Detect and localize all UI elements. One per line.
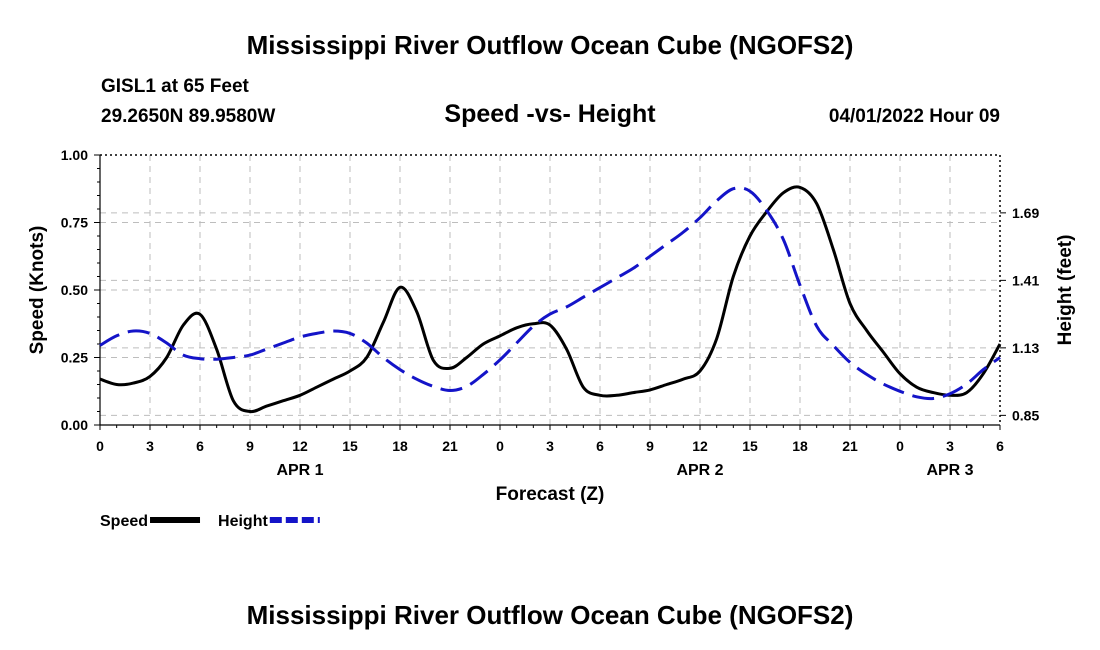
x-tick-label: 3 <box>146 438 154 454</box>
y-tick-label: 0.00 <box>61 417 88 433</box>
y-axis-title: Speed (Knots) <box>27 226 48 355</box>
x-tick-label: 21 <box>442 438 458 454</box>
y-tick-label: 0.75 <box>61 215 88 231</box>
date-label: APR 3 <box>926 462 973 479</box>
chart-subtitle: Speed -vs- Height <box>444 100 656 128</box>
x-axis-title: Forecast (Z) <box>496 484 605 505</box>
series-line-speed <box>99 185 1002 414</box>
x-tick-label: 15 <box>342 438 358 454</box>
x-tick-label: 12 <box>692 438 708 454</box>
x-tick-label: 6 <box>996 438 1004 454</box>
y-tick-label: 0.25 <box>61 350 88 366</box>
footer-title: Mississippi River Outflow Ocean Cube (NG… <box>246 600 854 630</box>
y2-tick-label: 0.85 <box>1012 407 1039 423</box>
y-tick-label: 1.00 <box>61 147 88 163</box>
date-label: APR 2 <box>676 462 723 479</box>
x-tick-label: 3 <box>946 438 954 454</box>
legend-label-speed: Speed <box>100 513 148 530</box>
x-tick-label: 18 <box>392 438 408 454</box>
series-line-height <box>99 186 1001 401</box>
x-tick-label: 3 <box>546 438 554 454</box>
x-tick-label: 15 <box>742 438 758 454</box>
y2-tick-label: 1.69 <box>1012 205 1039 221</box>
forecast-timestamp: 04/01/2022 Hour 09 <box>828 106 1000 127</box>
page-title: Mississippi River Outflow Ocean Cube (NG… <box>246 30 854 60</box>
x-tick-label: 12 <box>292 438 308 454</box>
x-tick-label: 0 <box>96 438 104 454</box>
y2-axis-title: Height (feet) <box>1055 235 1076 346</box>
legend-label-height: Height <box>218 513 268 530</box>
x-tick-label: 9 <box>646 438 654 454</box>
x-tick-label: 0 <box>896 438 904 454</box>
x-tick-label: 21 <box>842 438 858 454</box>
station-label: GISL1 at 65 Feet <box>101 76 249 97</box>
station-coordinates: 29.2650N 89.9580W <box>101 106 276 127</box>
x-tick-label: 9 <box>246 438 254 454</box>
y2-tick-label: 1.41 <box>1012 272 1039 288</box>
date-label: APR 1 <box>276 462 323 479</box>
x-tick-label: 18 <box>792 438 808 454</box>
x-tick-label: 6 <box>596 438 604 454</box>
y-tick-label: 0.50 <box>61 282 88 298</box>
x-tick-label: 6 <box>196 438 204 454</box>
x-tick-label: 0 <box>496 438 504 454</box>
y2-tick-label: 1.13 <box>1012 340 1039 356</box>
